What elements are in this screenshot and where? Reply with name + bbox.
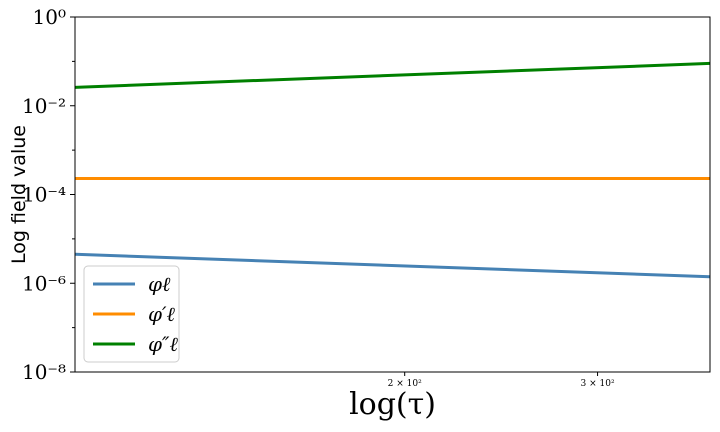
- legend-label: φ″ℓ: [148, 332, 178, 356]
- series-line-3: [74, 61, 711, 89]
- y-tick-label: 10⁻⁴: [22, 183, 66, 207]
- legend-label: φℓ: [148, 272, 171, 296]
- x-tick-label: 2 × 10²: [388, 379, 422, 389]
- series-layer: [74, 61, 711, 279]
- x-tick-label: 3 × 10²: [581, 379, 615, 389]
- legend-label: φ′ℓ: [148, 302, 176, 326]
- legend: φℓ φ′ℓ φ″ℓ: [83, 265, 180, 363]
- y-tick-label: 10⁻⁶: [22, 271, 66, 295]
- y-tick-label: 10⁰: [33, 5, 66, 29]
- y-tick-label: 10⁻²: [22, 94, 66, 118]
- x-axis-label: log(τ): [349, 387, 436, 422]
- y-axis-label: Log field value: [8, 125, 30, 264]
- series-line-1: [74, 252, 711, 279]
- y-tick-label: 10⁻⁸: [22, 360, 66, 384]
- ticks-layer: 10⁰ 10⁻² 10⁻⁴ 10⁻⁶ 10⁻⁸ 2 × 10² 3 × 10²: [22, 5, 615, 389]
